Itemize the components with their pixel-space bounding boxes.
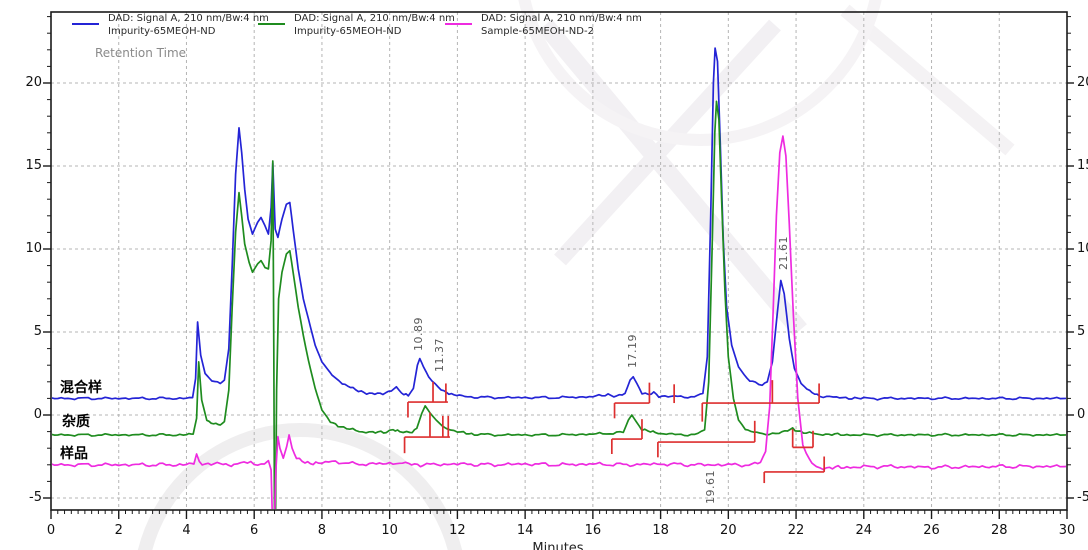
retention-time-label: Retention Time: [95, 46, 187, 60]
peak-retention-label: 17.19: [625, 333, 639, 368]
x-tick-label: 10: [381, 523, 398, 538]
x-tick-label: 6: [250, 523, 259, 538]
x-tick-label: 16: [584, 523, 602, 538]
x-tick-label: 30: [1058, 523, 1076, 538]
y-tick-label-right: 0: [1077, 407, 1086, 422]
x-tick-label: 26: [923, 523, 940, 538]
peak-retention-label: 10.89: [412, 317, 426, 352]
y-tick-label: 15: [25, 158, 42, 173]
integration-marks: [403, 380, 826, 484]
y-tick-label: -5: [29, 490, 42, 505]
peak-retention-label: 19.61: [703, 469, 717, 504]
y-tick-label-right: 15: [1077, 158, 1088, 173]
y-tick-label-right: -5: [1077, 490, 1088, 505]
y-tick-label-right: 5: [1077, 324, 1086, 339]
y-tick-label-right: 20: [1077, 75, 1088, 90]
legend-signal-line: DAD: Signal A, 210 nm/Bw:4 nm: [108, 13, 269, 24]
x-tick-label: 18: [652, 523, 669, 538]
traces: [52, 47, 1066, 509]
axis-ticks: [43, 16, 1074, 519]
trace-label-mixed-sample: 混合样: [60, 380, 102, 396]
x-tick-label: 22: [787, 523, 805, 538]
legend-line-swatch-magenta: [445, 23, 472, 25]
legend-sample-line: Sample-65MEOH-ND-2: [481, 25, 594, 37]
x-tick-label: 8: [317, 523, 327, 538]
legend-text: DAD: Signal A, 210 nm/Bw:4 nm Impurity-6…: [294, 13, 455, 38]
x-tick-label: 28: [990, 523, 1008, 538]
legend-line-swatch-blue: [72, 23, 99, 25]
grid: [51, 12, 1067, 510]
legend-sample-line: Impurity-65MEOH-ND: [108, 25, 216, 37]
trace-1: [52, 100, 1066, 509]
y-tick-label-right: 10: [1077, 241, 1088, 256]
y-tick-label: 5: [33, 324, 42, 339]
x-tick-label: 0: [46, 523, 56, 538]
x-tick-label: 12: [449, 523, 466, 538]
legend-entry-mixed: DAD: Signal A, 210 nm/Bw:4 nm Impurity-6…: [72, 13, 269, 38]
trace-label-impurity: 杂质: [62, 414, 90, 430]
legend-text: DAD: Signal A, 210 nm/Bw:4 nm Sample-65M…: [481, 13, 642, 38]
x-tick-label: 14: [516, 523, 534, 538]
x-axis-title: Minutes: [532, 541, 584, 550]
peak-retention-label: 21.61: [776, 235, 790, 270]
x-tick-label: 24: [855, 523, 873, 538]
legend-entry-impurity: DAD: Signal A, 210 nm/Bw:4 nm Impurity-6…: [258, 13, 455, 38]
y-tick-label: 10: [25, 241, 42, 256]
legend-signal-line: DAD: Signal A, 210 nm/Bw:4 nm: [294, 13, 455, 24]
x-tick-label: 2: [114, 523, 123, 538]
trace-2: [52, 135, 1066, 509]
x-tick-label: 20: [720, 523, 737, 538]
watermark: [137, 0, 1015, 550]
peak-retention-label: 11.37: [432, 337, 446, 372]
x-tick-label: 4: [182, 523, 191, 538]
trace-0: [52, 47, 1066, 401]
legend-sample-line: Impurity-65MEOH-ND: [294, 25, 402, 37]
legend-text: DAD: Signal A, 210 nm/Bw:4 nm Impurity-6…: [108, 13, 269, 38]
legend-entry-sample: DAD: Signal A, 210 nm/Bw:4 nm Sample-65M…: [445, 13, 642, 38]
legend-line-swatch-green: [258, 23, 285, 25]
plot-border: [50, 11, 1068, 511]
trace-label-sample: 样品: [60, 446, 88, 462]
legend-signal-line: DAD: Signal A, 210 nm/Bw:4 nm: [481, 13, 642, 24]
y-tick-label: 20: [25, 75, 42, 90]
y-tick-label: 0: [33, 407, 42, 422]
